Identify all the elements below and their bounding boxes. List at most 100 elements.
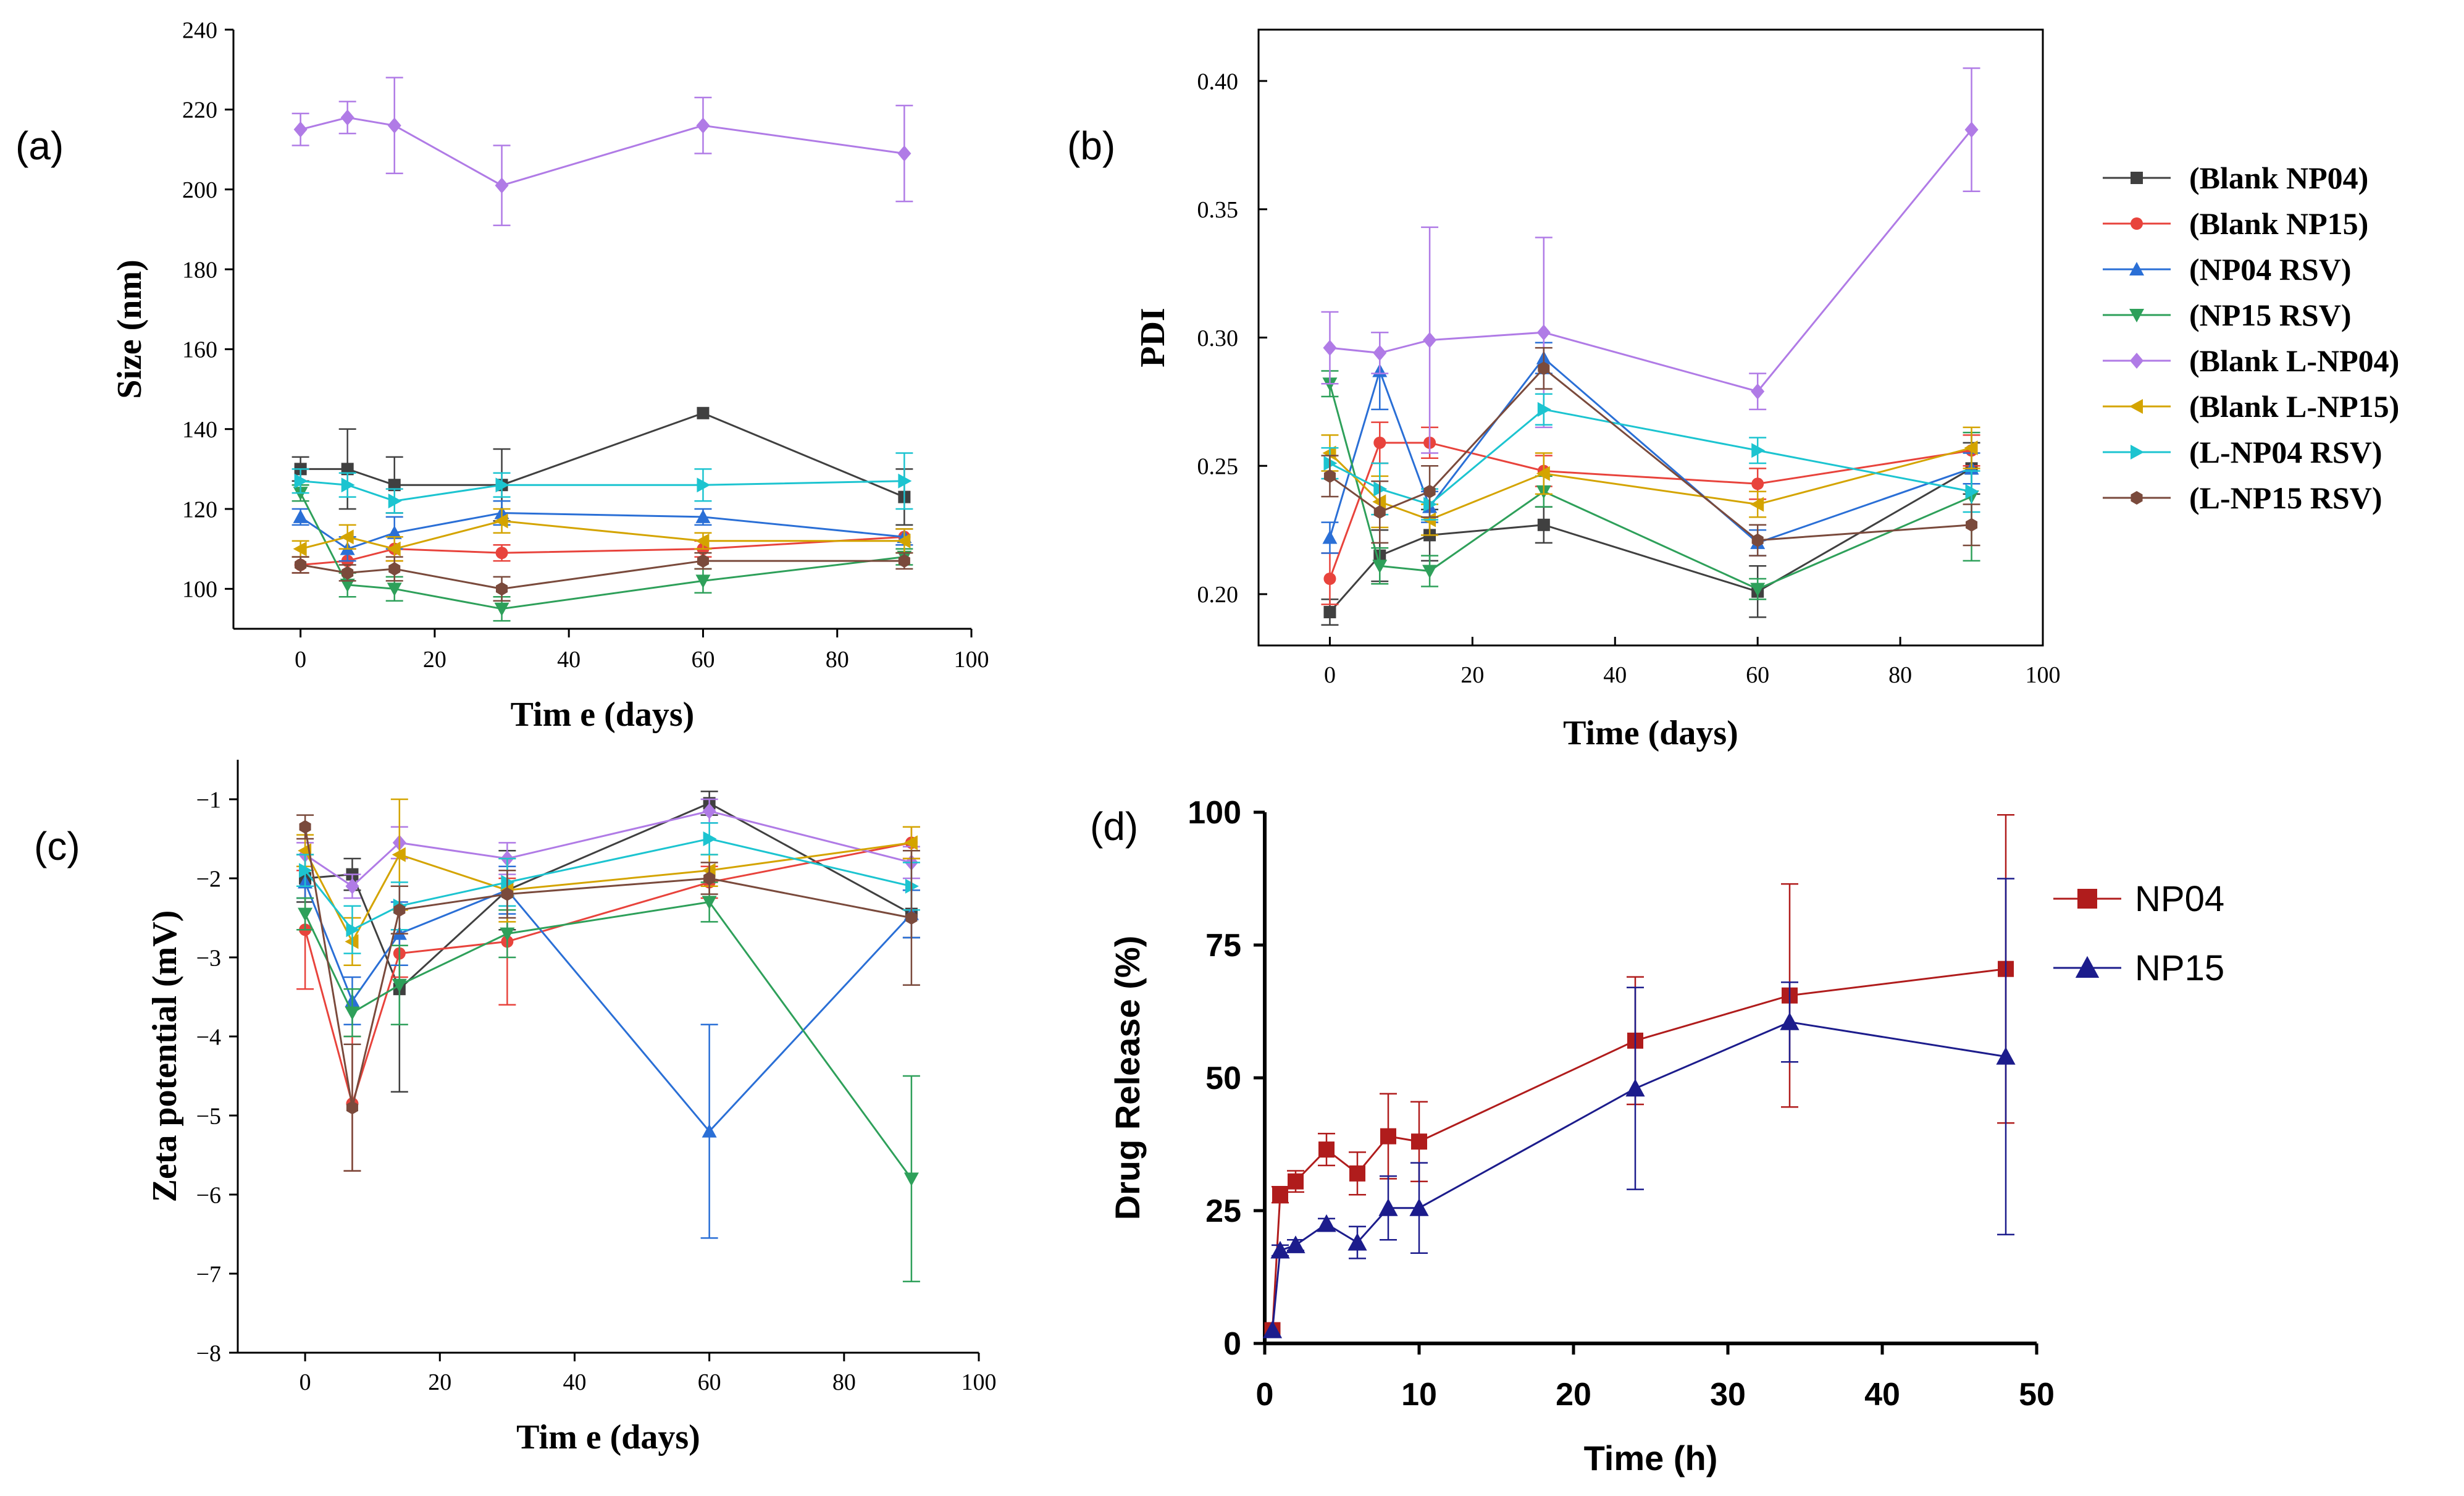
y-tick-label: 180 — [182, 257, 217, 283]
y-tick-label: 0.30 — [1197, 326, 1239, 351]
x-tick-label: 50 — [2019, 1377, 2055, 1413]
legend-item: (NP04 RSV) — [2103, 252, 2351, 287]
x-tick-label: 60 — [698, 1369, 721, 1395]
series-line — [1329, 356, 1972, 544]
series-blank-l-np15 — [296, 798, 920, 967]
data-point — [1751, 477, 1764, 490]
x-axis-title: Time (days) — [1563, 714, 1738, 752]
y-tick-label: 160 — [182, 337, 217, 363]
data-point — [898, 473, 912, 489]
y-tick-label: 50 — [1205, 1061, 1241, 1096]
data-point — [340, 578, 355, 592]
data-point — [341, 477, 355, 493]
x-tick-label: 60 — [691, 647, 714, 673]
data-point — [702, 803, 716, 820]
legend-item: (Blank L-NP04) — [2103, 343, 2399, 378]
y-tick-label: −4 — [196, 1024, 221, 1050]
data-point — [345, 878, 359, 894]
data-point — [1964, 122, 1979, 138]
legend-marker — [2131, 172, 2143, 184]
data-point — [1996, 1047, 2016, 1065]
data-point — [345, 1006, 360, 1020]
data-point — [1538, 361, 1550, 376]
legend-item: (L-NP04 RSV) — [2103, 435, 2382, 469]
y-tick-label: −7 — [196, 1261, 221, 1287]
series-l-np04-rsv — [296, 822, 920, 954]
series-line — [300, 511, 905, 550]
series-line — [1329, 468, 1972, 613]
data-point — [695, 574, 711, 589]
data-point — [1536, 466, 1550, 481]
data-point — [1347, 1233, 1367, 1251]
y-tick-label: 240 — [182, 17, 217, 43]
data-point — [695, 509, 711, 523]
y-tick-label: −5 — [196, 1103, 221, 1129]
y-axis-title: Size (nm) — [111, 259, 149, 399]
x-tick-label: 20 — [423, 647, 446, 673]
data-point — [905, 911, 918, 925]
data-point — [695, 533, 710, 548]
panel-label-b: (b) — [1067, 124, 1115, 168]
data-point — [387, 525, 402, 539]
series-np04-rsv — [296, 865, 920, 1239]
legend-marker — [2129, 262, 2144, 275]
series-line — [304, 881, 913, 1133]
series-line — [300, 560, 905, 590]
legend-release: NP04 NP15 — [2053, 879, 2224, 988]
data-point — [1411, 1133, 1427, 1150]
x-tick-label: 40 — [1864, 1377, 1900, 1413]
data-point — [342, 566, 354, 580]
data-point — [1286, 1235, 1305, 1253]
x-tick-label: 40 — [563, 1369, 586, 1395]
data-point — [696, 117, 710, 134]
data-point — [903, 835, 918, 851]
data-point — [1288, 1173, 1304, 1190]
data-point — [393, 903, 406, 917]
data-point — [1423, 484, 1436, 498]
y-tick-label: 0.20 — [1197, 582, 1239, 608]
y-tick-label: 140 — [182, 417, 217, 443]
data-point — [392, 847, 406, 862]
y-tick-label: 220 — [182, 98, 217, 124]
data-point — [703, 872, 716, 885]
data-point — [1750, 497, 1764, 512]
legend-item: (Blank NP04) — [2103, 161, 2368, 195]
y-tick-label: 100 — [182, 577, 217, 603]
data-point — [1751, 533, 1764, 547]
data-point — [697, 554, 709, 568]
series-line — [304, 810, 912, 888]
x-tick-label: 10 — [1401, 1377, 1437, 1413]
data-point — [702, 896, 717, 910]
data-point — [1323, 469, 1336, 483]
x-tick-label: 40 — [1603, 662, 1627, 688]
data-point — [1422, 565, 1438, 579]
series-np04 — [1264, 814, 2014, 1338]
data-point — [1536, 324, 1551, 341]
y-tick-label: −2 — [196, 866, 221, 892]
data-point — [495, 547, 508, 560]
series-line — [300, 412, 905, 498]
series-blank-l-np04 — [296, 798, 920, 899]
legend-item: (NP15 RSV) — [2103, 298, 2351, 332]
chart-panel-a: 0 20 40 60 80 100 100 120 140 160 180 200 220 240 Tim … — [111, 17, 989, 734]
series-np15 — [1262, 878, 2016, 1338]
data-point — [496, 582, 508, 596]
legend-label: NP15 — [2135, 948, 2224, 988]
data-point — [703, 831, 717, 846]
data-point — [897, 145, 911, 162]
series-line — [1272, 968, 2006, 1330]
series-blank-np04 — [291, 406, 913, 526]
data-point — [294, 473, 308, 489]
series-line — [300, 116, 905, 187]
y-tick-label: −1 — [196, 787, 221, 813]
data-point — [1318, 1141, 1335, 1158]
data-point — [387, 582, 402, 597]
legend-marker — [2131, 217, 2143, 230]
legend-marker — [2131, 491, 2143, 505]
data-point — [1625, 1078, 1645, 1097]
data-point — [340, 109, 354, 126]
series-line — [304, 841, 912, 1107]
data-point — [387, 117, 401, 134]
legend-marker — [2129, 399, 2143, 414]
